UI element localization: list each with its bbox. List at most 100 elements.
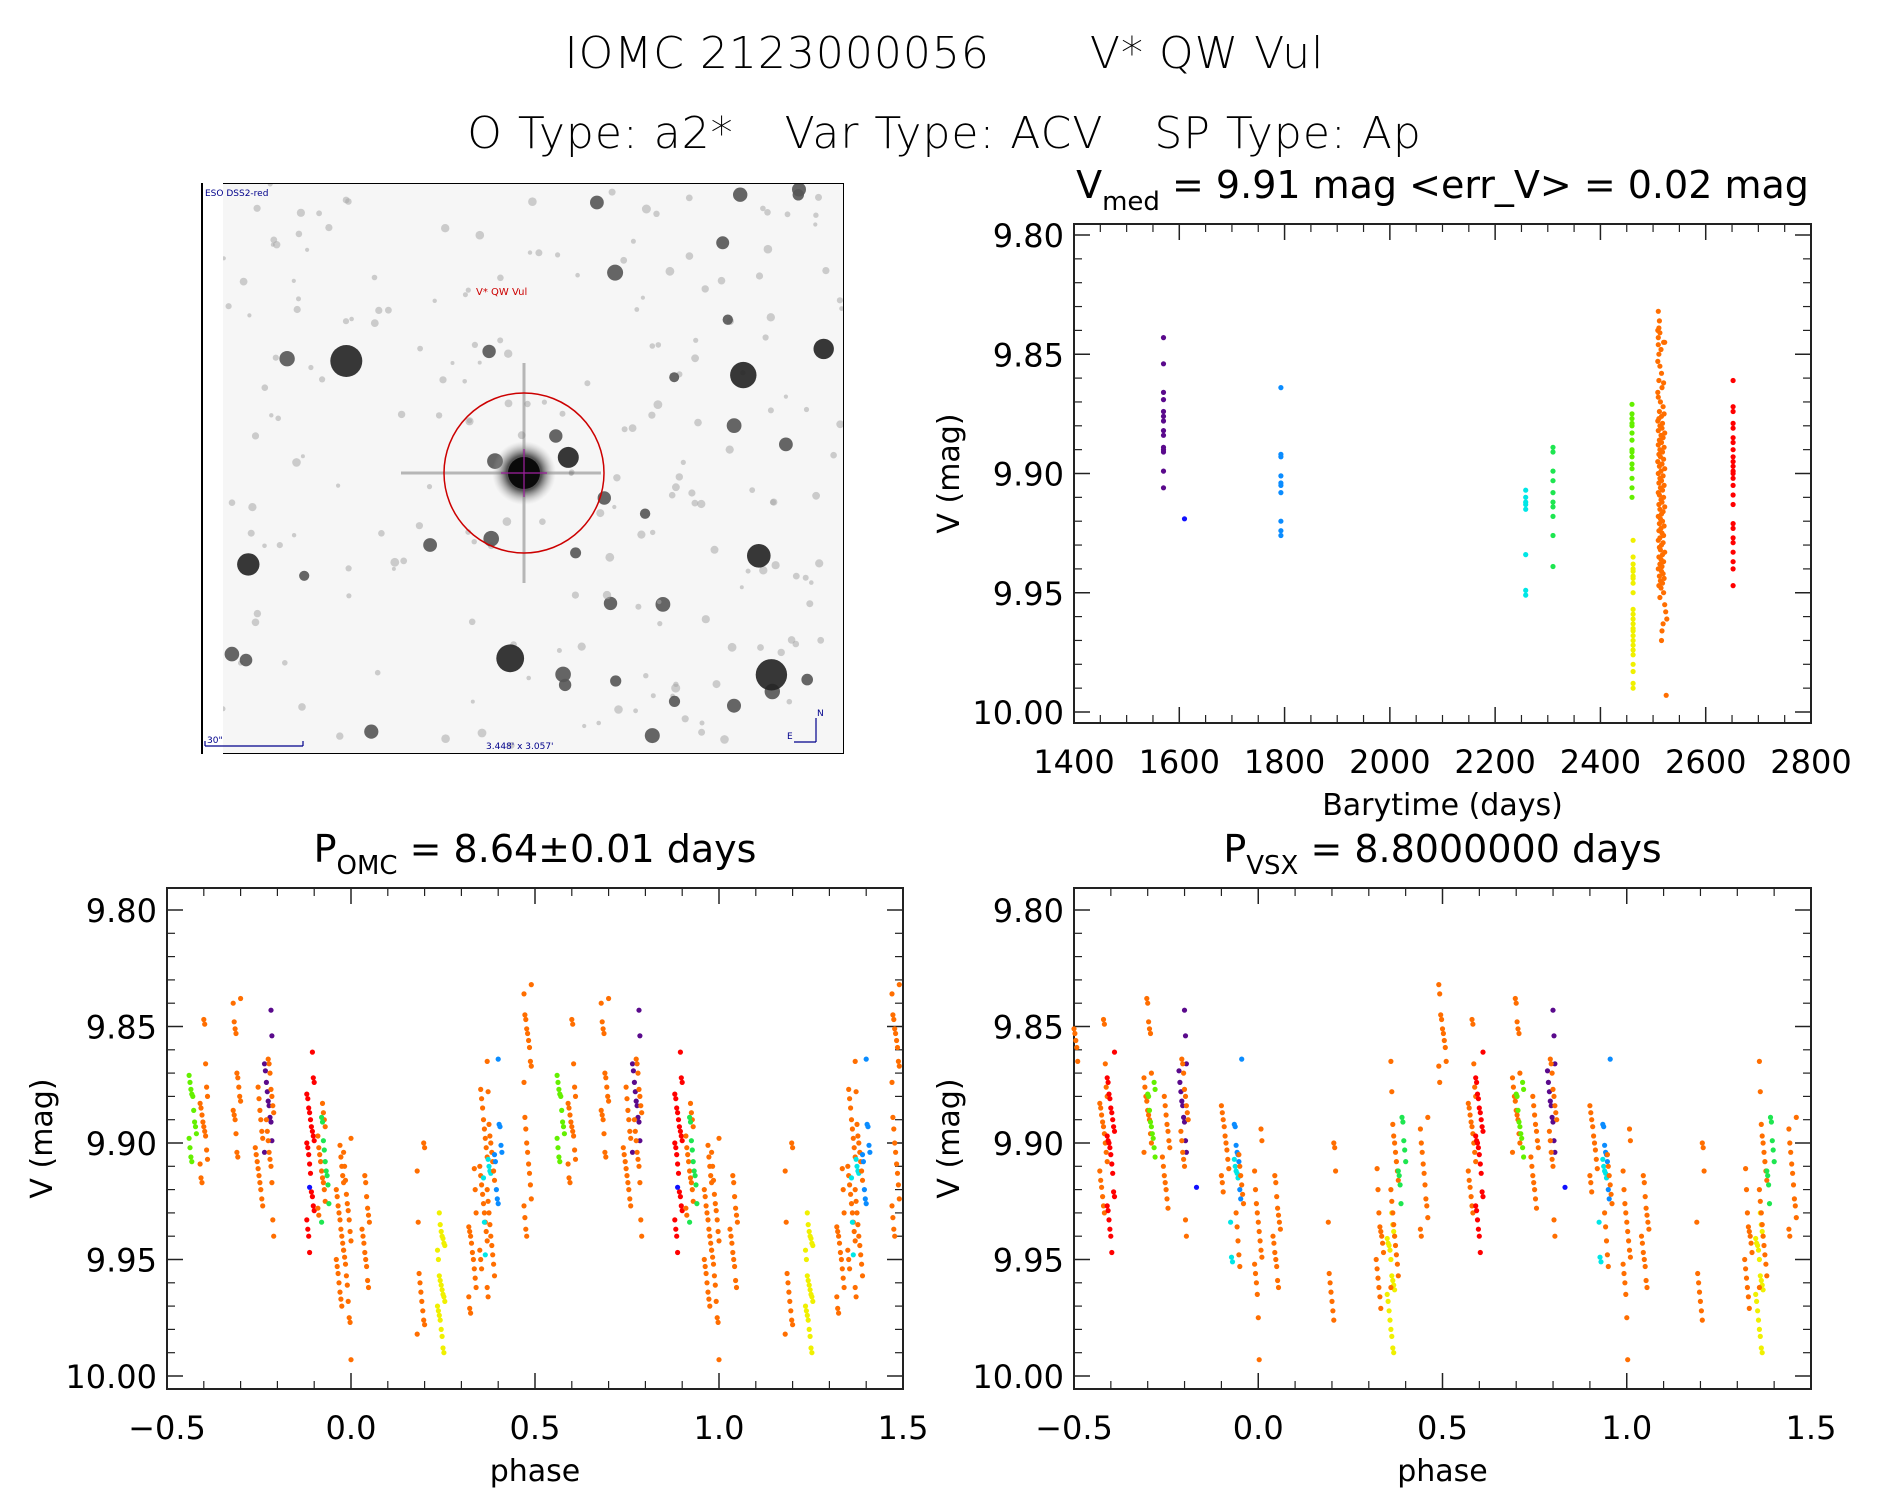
star: [345, 198, 352, 205]
star: [570, 547, 582, 559]
data-point-orange: [1589, 1189, 1595, 1195]
data-point-orange: [568, 1119, 574, 1125]
data-point-orange: [603, 1075, 609, 1081]
data-point-purple: [266, 1103, 272, 1109]
data-point-orange: [854, 1121, 860, 1127]
data-point-orange: [472, 1187, 478, 1193]
data-point-orange: [1178, 1128, 1184, 1134]
data-point-orange: [363, 1180, 369, 1186]
data-point-orange: [852, 1058, 858, 1064]
data-point-orange: [268, 1163, 274, 1169]
x-tick-label: 1.0: [694, 1409, 745, 1447]
data-point-orange: [1161, 1093, 1167, 1099]
x-axis-label: phase: [1397, 1454, 1488, 1489]
data-point-orange: [1072, 1030, 1078, 1037]
data-point-orange: [1388, 1058, 1394, 1064]
data-point-orange: [267, 1070, 273, 1076]
data-point-orange: [834, 1294, 840, 1300]
data-point-orange: [855, 1222, 861, 1228]
data-point-yellow: [804, 1210, 810, 1216]
data-point-skyblue: [497, 1124, 503, 1130]
data-point-orange: [319, 1100, 326, 1106]
data-point-lime: [1629, 411, 1635, 417]
data-point-orange: [266, 1149, 272, 1155]
data-point-orange: [232, 1117, 238, 1123]
data-point-red: [1730, 447, 1736, 453]
data-point-orange: [1468, 1194, 1474, 1200]
star: [668, 695, 681, 708]
data-point-orange: [840, 1275, 846, 1281]
data-point-lime: [554, 1072, 560, 1078]
data-point-orange: [237, 1093, 243, 1099]
star: [336, 732, 344, 740]
data-point-orange: [1391, 1222, 1397, 1228]
data-point-orange: [711, 1273, 718, 1279]
x-tick-label: 2000: [1349, 743, 1430, 781]
star: [717, 276, 726, 285]
data-point-orange: [571, 1061, 577, 1067]
data-point-orange: [1272, 1173, 1278, 1179]
star: [727, 698, 741, 713]
data-point-orange: [1551, 1217, 1557, 1223]
star: [762, 334, 769, 341]
data-point-yellow: [1630, 616, 1636, 622]
data-point-orange: [1533, 1205, 1540, 1211]
data-point-orange: [1659, 628, 1665, 634]
data-point-orange: [315, 1133, 321, 1139]
data-point-skyblue: [861, 1187, 868, 1193]
y-tick-label: 9.85: [993, 336, 1064, 374]
sky-image: ESO DSS2-red V* QW Vul 30" 3.448' x 3.05…: [201, 183, 844, 754]
data-point-cyan: [1228, 1254, 1235, 1260]
data-point-red: [1730, 475, 1736, 481]
star: [688, 489, 696, 497]
data-point-orange: [1377, 1294, 1383, 1300]
data-point-skyblue: [867, 1149, 873, 1155]
star: [749, 487, 756, 493]
data-point-yellow: [1630, 590, 1636, 596]
star: [701, 285, 709, 293]
star: [685, 194, 693, 202]
data-point-orange: [1442, 1044, 1448, 1051]
data-point-orange: [705, 1142, 711, 1148]
data-point-cyan: [1229, 1259, 1236, 1265]
data-point-orange: [471, 1266, 477, 1272]
data-point-orange: [1589, 1117, 1595, 1123]
data-point-yellow: [1388, 1326, 1394, 1332]
data-point-orange: [1222, 1133, 1228, 1139]
data-point-cyan: [485, 1156, 491, 1162]
data-point-orange: [235, 1154, 241, 1160]
data-point-green: [1550, 478, 1556, 484]
star: [747, 544, 771, 568]
data-point-orange: [733, 1212, 740, 1218]
data-point-skyblue: [1278, 482, 1284, 488]
data-point-orange: [710, 1163, 716, 1169]
data-point-orange: [202, 1021, 208, 1027]
data-point-orange: [889, 991, 895, 997]
data-point-orange: [527, 1058, 534, 1064]
data-point-red: [675, 1110, 681, 1116]
data-point-orange: [1761, 1149, 1767, 1155]
data-point-red: [1108, 1105, 1114, 1111]
data-point-orange: [1425, 1114, 1431, 1120]
data-point-orange: [526, 1161, 532, 1167]
data-point-lime: [555, 1079, 561, 1085]
data-point-yellow: [1630, 580, 1636, 586]
data-point-orange: [1606, 1173, 1612, 1179]
star: [524, 400, 531, 408]
data-point-yellow: [1630, 652, 1636, 658]
data-point-orange: [1422, 1182, 1428, 1188]
data-point-lime: [554, 1135, 560, 1141]
data-point-orange: [524, 1026, 530, 1032]
data-point-red: [1474, 1091, 1481, 1097]
data-point-orange: [467, 1228, 473, 1235]
data-point-lime: [556, 1086, 562, 1092]
data-point-orange: [1517, 1140, 1523, 1146]
x-tick-label: −0.5: [1035, 1409, 1113, 1447]
data-point-orange: [1554, 1117, 1560, 1123]
data-point-orange: [485, 1294, 491, 1300]
star: [397, 410, 406, 419]
data-point-red: [1473, 1075, 1479, 1081]
star: [432, 298, 437, 303]
data-point-orange: [1591, 1133, 1597, 1139]
data-point-orange: [687, 1100, 694, 1106]
